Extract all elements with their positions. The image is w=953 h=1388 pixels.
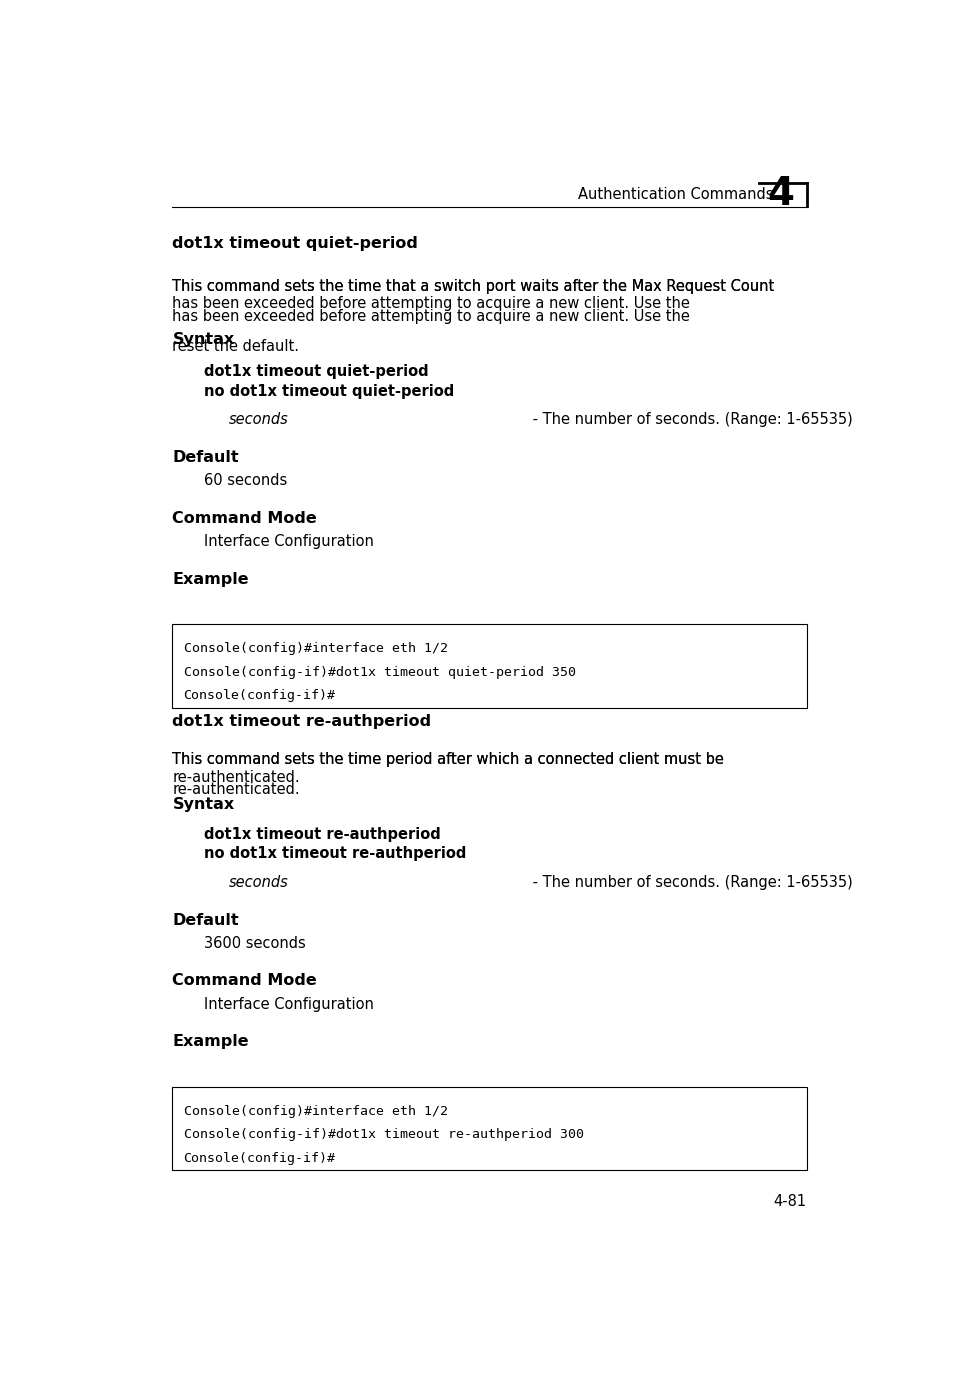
Text: re-authenticated.: re-authenticated. [172,783,300,797]
Text: has been exceeded before attempting to acquire a new client. Use the: has been exceeded before attempting to a… [172,308,694,323]
Text: This command sets the time period after which a connected client must be: This command sets the time period after … [172,752,723,768]
Text: Console(config-if)#: Console(config-if)# [183,1152,335,1165]
Text: Console(config)#interface eth 1/2: Console(config)#interface eth 1/2 [183,1105,447,1117]
Text: seconds: seconds [229,876,288,890]
Text: Command Mode: Command Mode [172,973,317,988]
Text: Syntax: Syntax [172,332,234,347]
FancyBboxPatch shape [172,1087,806,1170]
Text: Syntax: Syntax [172,797,234,812]
Text: dot1x timeout quiet-period: dot1x timeout quiet-period [172,236,418,251]
Text: Command Mode: Command Mode [172,511,317,526]
Text: no dot1x timeout quiet-period: no dot1x timeout quiet-period [204,383,454,398]
Text: 3600 seconds: 3600 seconds [204,936,306,951]
Text: dot1x timeout re-authperiod: dot1x timeout re-authperiod [172,713,431,729]
FancyBboxPatch shape [172,625,806,708]
Text: This command sets the time period after which a connected client must be
re-auth: This command sets the time period after … [172,752,723,784]
Text: Authentication Commands: Authentication Commands [577,187,772,201]
Text: Example: Example [172,1034,249,1049]
Text: 60 seconds: 60 seconds [204,473,287,489]
Text: dot1x timeout re-authperiod: dot1x timeout re-authperiod [204,827,446,843]
Text: Console(config-if)#dot1x timeout quiet-period 350: Console(config-if)#dot1x timeout quiet-p… [183,666,575,679]
Text: Default: Default [172,912,239,927]
Text: 4: 4 [766,175,794,214]
Text: no dot1x timeout re-authperiod: no dot1x timeout re-authperiod [204,847,466,862]
Text: 4-81: 4-81 [773,1194,806,1209]
Text: Console(config-if)#dot1x timeout re-authperiod 300: Console(config-if)#dot1x timeout re-auth… [183,1128,583,1141]
Text: Interface Configuration: Interface Configuration [204,534,374,550]
Text: Default: Default [172,450,239,465]
Text: Console(config-if)#: Console(config-if)# [183,690,335,702]
Text: This command sets the time that a switch port waits after the Max Request Count: This command sets the time that a switch… [172,279,774,294]
Text: - The number of seconds. (Range: 1-65535): - The number of seconds. (Range: 1-65535… [527,876,851,890]
Text: Console(config)#interface eth 1/2: Console(config)#interface eth 1/2 [183,643,447,655]
Text: reset the default.: reset the default. [172,339,299,354]
Text: Interface Configuration: Interface Configuration [204,997,374,1012]
Text: seconds: seconds [229,412,288,428]
Text: dot1x timeout quiet-period: dot1x timeout quiet-period [204,364,434,379]
Text: - The number of seconds. (Range: 1-65535): - The number of seconds. (Range: 1-65535… [527,412,851,428]
Text: This command sets the time that a switch port waits after the Max Request Count
: This command sets the time that a switch… [172,279,774,311]
Text: Example: Example [172,572,249,587]
